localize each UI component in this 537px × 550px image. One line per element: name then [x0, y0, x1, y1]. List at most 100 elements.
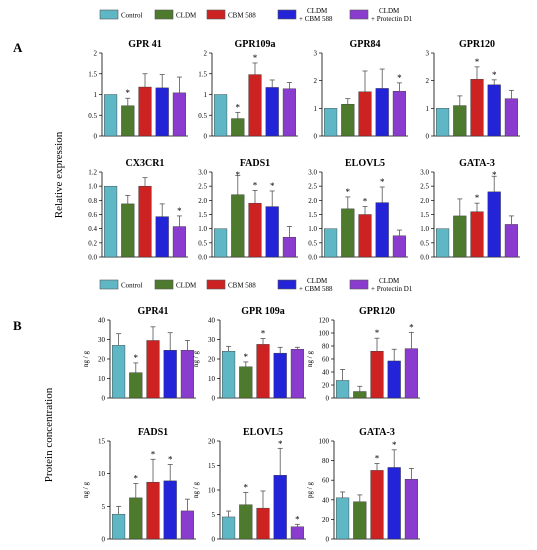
- bar: [172, 226, 186, 258]
- y-tick-label: 0.0: [88, 254, 97, 262]
- legend-label: CLDM: [176, 282, 197, 290]
- y-tick-label: 0.0: [420, 254, 429, 262]
- bar: [248, 74, 262, 137]
- legend-label: CBM 588: [228, 282, 256, 290]
- bar: [436, 228, 450, 258]
- legend-swatch: [99, 9, 119, 20]
- legend-label: + Protectin D1: [371, 15, 413, 23]
- chart-b-elovl5: ELOVL5 0 5 10 15 20 ng / g * * *: [192, 427, 306, 544]
- bar: [239, 504, 253, 540]
- bar: [375, 88, 389, 137]
- y-tick-label: 3.0: [198, 169, 207, 177]
- chart-title: FADS1: [138, 427, 168, 438]
- chart-title: CX3CR1: [126, 158, 165, 169]
- bar: [453, 215, 467, 258]
- bar: [353, 501, 367, 540]
- y-tick-label: 1.0: [198, 225, 207, 233]
- y-tick-label: 2.0: [308, 197, 317, 205]
- bar: [222, 351, 236, 399]
- bar: [290, 349, 304, 399]
- significance-star: *: [177, 206, 182, 216]
- bar: [163, 480, 177, 540]
- significance-star: *: [409, 322, 414, 332]
- legend-label: CLDM: [379, 277, 400, 285]
- chart-title: GPR120: [359, 306, 395, 317]
- significance-star: *: [278, 439, 283, 449]
- y-tick-label: 100: [319, 330, 330, 338]
- y-tick-label: 0.6: [88, 211, 97, 219]
- y-tick-label: 1.5: [198, 70, 207, 78]
- chart-title: GPR109a: [234, 39, 275, 50]
- y-tick-label: 0: [212, 395, 216, 403]
- y-tick-label: 20: [98, 356, 106, 364]
- bar: [129, 497, 143, 540]
- y-tick-label: 0.0: [198, 254, 207, 262]
- bar: [248, 202, 262, 258]
- bar: [336, 497, 350, 540]
- bar: [146, 481, 160, 540]
- y-tick-label: 3: [426, 50, 430, 58]
- chart-title: GPR 41: [128, 39, 162, 50]
- y-tick-label: 20: [322, 516, 330, 524]
- y-tick-label: 3.0: [308, 169, 317, 177]
- chart-a-cx3cr1: CX3CR1 0.0 0.2 0.4 0.6 0.8 1.0 1.2 *: [88, 158, 188, 262]
- significance-star: *: [375, 454, 380, 464]
- y-tick-label: 2.0: [198, 197, 207, 205]
- chart-a-gpr120: GPR120 0 1 2 3 * *: [426, 39, 520, 141]
- section-b-y-label: Protein concentration: [43, 387, 55, 482]
- bar: [487, 84, 501, 137]
- legend-label: CLDM: [379, 7, 400, 15]
- chart-title: GATA-3: [359, 427, 395, 438]
- chart-b-gpr-109a: GPR 109a 0 10 20 30 40 ng / g * *: [192, 306, 306, 403]
- significance-star: *: [295, 514, 300, 524]
- y-tick-label: 5: [102, 503, 106, 511]
- bar: [358, 214, 372, 258]
- y-tick-label: 0.5: [198, 239, 207, 247]
- y-tick-label: 1.0: [308, 225, 317, 233]
- bar: [370, 351, 384, 399]
- y-tick-label: 5: [212, 511, 216, 519]
- bar: [487, 191, 501, 258]
- bar: [231, 194, 245, 258]
- bar: [231, 118, 245, 137]
- significance-star: *: [375, 328, 380, 338]
- significance-star: *: [236, 102, 241, 112]
- significance-star: *: [253, 180, 258, 190]
- bar: [138, 86, 152, 137]
- chart-b-gpr41: GPR41 0 10 20 30 40 ng / g *: [82, 306, 196, 403]
- significance-star: *: [126, 88, 131, 98]
- chart-b-gata-3: GATA-3 0 20 40 60 80 100 pg / g * *: [306, 427, 420, 544]
- bar: [129, 372, 143, 399]
- y-axis-label: ng / g: [192, 351, 200, 367]
- chart-title: ELOVL5: [345, 158, 385, 169]
- legend-swatch: [277, 9, 297, 20]
- y-axis-label: ng / g: [82, 482, 90, 498]
- bar: [112, 345, 126, 399]
- significance-star: *: [270, 181, 275, 191]
- y-tick-label: 60: [322, 356, 330, 364]
- significance-star: *: [397, 73, 402, 83]
- legend-swatch: [206, 279, 226, 290]
- chart-title: GPR 109a: [241, 306, 285, 317]
- y-tick-label: 0.5: [308, 239, 317, 247]
- chart-a-gpr109a: GPR109a 0 0.5 1 1.5 2 * *: [198, 39, 298, 141]
- y-tick-label: 0: [212, 536, 216, 544]
- y-tick-label: 0.5: [88, 112, 97, 120]
- chart-title: GPR41: [137, 306, 168, 317]
- y-tick-label: 80: [322, 457, 330, 465]
- y-tick-label: 0: [326, 395, 330, 403]
- chart-a-elovl5: ELOVL5 0.0 0.5 1.0 1.5 2.0 2.5 3.0 * * *: [308, 158, 408, 262]
- y-axis-label: ng / g: [306, 351, 314, 367]
- y-tick-label: 120: [319, 317, 330, 325]
- y-tick-label: 100: [319, 438, 330, 446]
- y-tick-label: 1.5: [308, 211, 317, 219]
- y-axis-label: pg / g: [306, 482, 314, 498]
- bar: [353, 391, 367, 399]
- y-tick-label: 1.2: [88, 169, 97, 177]
- bar: [222, 516, 236, 540]
- bar: [155, 216, 169, 258]
- y-tick-label: 15: [98, 438, 106, 446]
- y-tick-label: 30: [98, 336, 106, 344]
- y-tick-label: 2.5: [198, 183, 207, 191]
